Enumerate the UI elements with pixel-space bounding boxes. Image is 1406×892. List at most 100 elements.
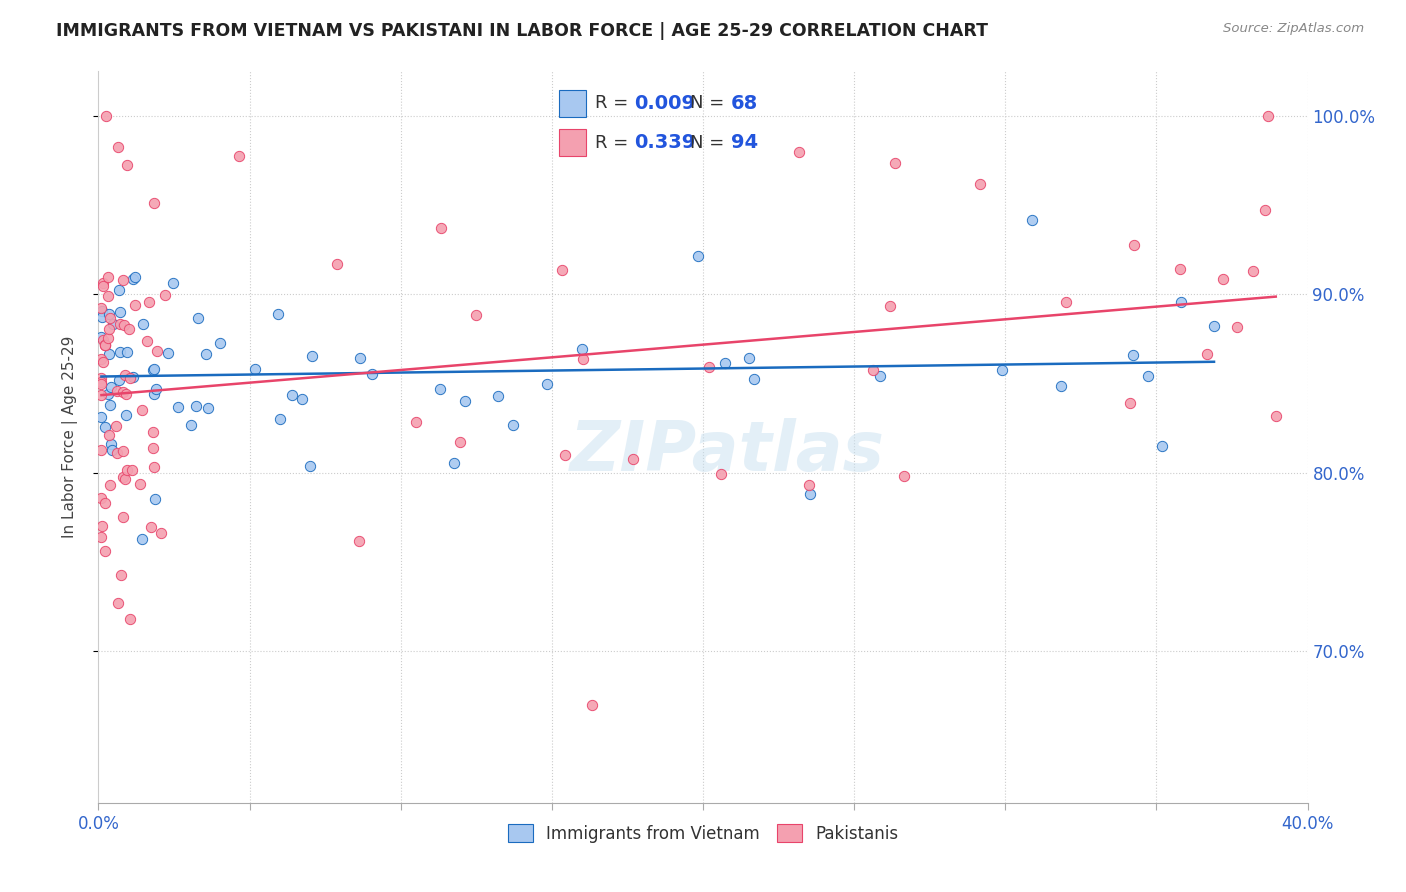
Text: Source: ZipAtlas.com: Source: ZipAtlas.com bbox=[1223, 22, 1364, 36]
Point bbox=[186, 399, 208, 413]
Point bbox=[571, 351, 593, 366]
Point bbox=[1168, 262, 1191, 277]
Point bbox=[100, 379, 122, 393]
Point bbox=[267, 307, 290, 321]
Point bbox=[98, 477, 121, 491]
Point bbox=[132, 317, 155, 331]
Point bbox=[361, 368, 384, 382]
Point bbox=[443, 456, 465, 470]
Point bbox=[1021, 212, 1043, 227]
Point bbox=[893, 468, 915, 483]
Point bbox=[153, 287, 176, 301]
Point bbox=[93, 544, 115, 558]
Point bbox=[143, 491, 166, 506]
Point bbox=[883, 156, 905, 170]
Point bbox=[180, 418, 202, 433]
Point bbox=[799, 487, 821, 501]
Point bbox=[1123, 238, 1146, 252]
Point bbox=[97, 322, 120, 336]
Point bbox=[98, 398, 121, 412]
Point bbox=[349, 351, 371, 366]
Point bbox=[112, 318, 135, 332]
Point bbox=[97, 347, 120, 361]
Point bbox=[101, 318, 124, 332]
Point bbox=[111, 273, 134, 287]
Point bbox=[112, 470, 135, 484]
Point bbox=[1049, 378, 1071, 392]
Point bbox=[430, 221, 453, 235]
Point bbox=[115, 345, 138, 359]
Point bbox=[94, 338, 117, 352]
Point bbox=[1054, 294, 1077, 309]
Legend: Immigrants from Vietnam, Pakistanis: Immigrants from Vietnam, Pakistanis bbox=[501, 818, 905, 849]
Point bbox=[453, 393, 475, 408]
Point bbox=[105, 384, 128, 398]
Point bbox=[486, 389, 509, 403]
Point bbox=[405, 415, 427, 429]
Point bbox=[571, 342, 593, 356]
Point bbox=[145, 382, 167, 396]
Point bbox=[110, 305, 132, 319]
Point bbox=[108, 318, 131, 332]
Point bbox=[97, 307, 120, 321]
Point bbox=[299, 459, 322, 474]
Point bbox=[143, 362, 166, 376]
Point bbox=[118, 612, 141, 626]
Point bbox=[1264, 409, 1286, 424]
Point bbox=[90, 388, 112, 402]
Point bbox=[98, 310, 121, 325]
Point bbox=[686, 249, 709, 263]
Point bbox=[90, 376, 112, 390]
Point bbox=[280, 388, 302, 402]
Point bbox=[128, 476, 150, 491]
Point bbox=[162, 276, 184, 290]
Point bbox=[1170, 295, 1192, 310]
Point bbox=[1241, 264, 1264, 278]
Point bbox=[118, 371, 141, 385]
Point bbox=[122, 370, 145, 384]
Point bbox=[107, 596, 129, 610]
Point bbox=[697, 359, 720, 374]
Point bbox=[879, 299, 901, 313]
Point bbox=[464, 308, 486, 322]
Point bbox=[90, 530, 112, 544]
Point bbox=[90, 330, 112, 344]
Point bbox=[131, 402, 153, 417]
Point bbox=[228, 148, 250, 162]
Point bbox=[1226, 320, 1249, 334]
Point bbox=[326, 257, 349, 271]
Point bbox=[502, 417, 524, 432]
Point bbox=[94, 337, 117, 351]
Point bbox=[104, 418, 127, 433]
Point bbox=[96, 387, 118, 401]
Point bbox=[97, 428, 120, 442]
Point bbox=[121, 272, 143, 286]
Point bbox=[143, 196, 166, 211]
Point bbox=[94, 109, 117, 123]
Point bbox=[111, 443, 134, 458]
Text: IMMIGRANTS FROM VIETNAM VS PAKISTANI IN LABOR FORCE | AGE 25-29 CORRELATION CHAR: IMMIGRANTS FROM VIETNAM VS PAKISTANI IN … bbox=[56, 22, 988, 40]
Point bbox=[797, 478, 820, 492]
Point bbox=[291, 392, 314, 407]
Point bbox=[93, 420, 115, 434]
Point bbox=[90, 301, 112, 315]
Point bbox=[135, 334, 157, 349]
Point bbox=[90, 442, 112, 457]
Point bbox=[1119, 396, 1142, 410]
Point bbox=[114, 471, 136, 485]
Point bbox=[536, 377, 558, 392]
Point bbox=[710, 467, 733, 481]
Point bbox=[115, 409, 138, 423]
Point bbox=[91, 355, 114, 369]
Point bbox=[91, 310, 114, 324]
Point bbox=[197, 401, 219, 415]
Y-axis label: In Labor Force | Age 25-29: In Labor Force | Age 25-29 bbox=[62, 336, 77, 538]
Point bbox=[141, 520, 163, 534]
Point bbox=[787, 145, 810, 159]
Point bbox=[1137, 368, 1160, 383]
Point bbox=[93, 496, 115, 510]
Point bbox=[90, 371, 112, 385]
Point bbox=[142, 425, 165, 440]
Point bbox=[347, 533, 370, 548]
Point bbox=[551, 262, 574, 277]
